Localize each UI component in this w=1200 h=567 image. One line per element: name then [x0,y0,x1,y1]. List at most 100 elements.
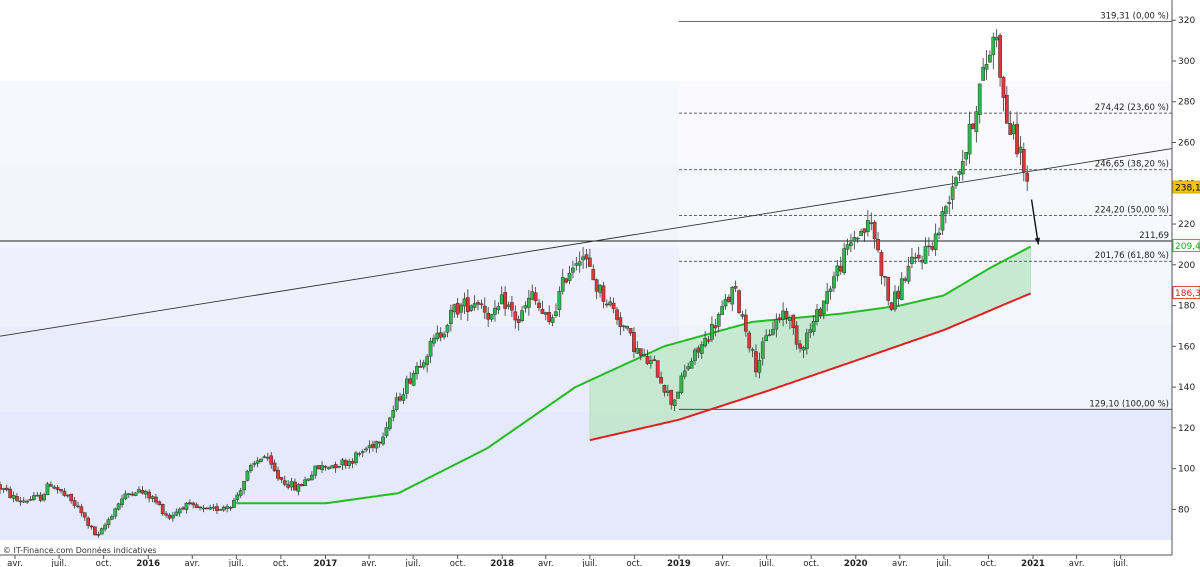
candle-body [452,304,457,313]
candle-body [96,534,101,536]
x-tick-label: 2019 [667,559,691,567]
candle-body [201,507,206,510]
candle [699,341,704,359]
candle-body [957,171,962,175]
background-band-0 [0,411,1172,540]
candle-body [720,306,724,315]
candle [828,285,833,300]
price-labels: 238,15 209,43 186,39 [1172,180,1200,299]
candle [625,325,630,331]
candle [282,475,287,487]
fib-label-1: 274,42 (23,60 %) [1095,103,1169,113]
candle-body [455,302,460,315]
candle-body [28,499,33,501]
candle [354,450,358,466]
candle [527,289,531,316]
candle [55,484,60,494]
candle-body [425,356,430,365]
fib-label-3: 224,20 (50,00 %) [1095,205,1169,215]
candle-body [418,365,423,368]
arrow-head [1034,237,1041,245]
candle-body [801,347,806,351]
candle-body [269,455,274,465]
candle-body [604,303,609,306]
candle-body [272,462,277,472]
candle-body [520,310,524,321]
candle-body [821,300,826,315]
candle-body [815,309,819,322]
candle [642,348,646,357]
candle-body [194,504,199,509]
candle [679,372,684,395]
fib-label-0: 319,31 (0,00 %) [1100,12,1169,22]
candle-body [289,481,294,488]
candle [86,516,90,529]
candle [652,355,657,361]
candle [249,463,253,474]
candle-body [1021,149,1026,173]
support-line: 211,69 [0,231,1172,242]
candle [577,251,582,273]
candle [45,481,50,496]
candle-body [177,508,182,514]
candle-body [442,333,446,338]
candle [760,337,765,366]
candle [123,490,128,501]
candle [767,329,772,337]
candle-body [493,307,497,315]
candle-body [672,399,677,406]
candle-body [696,347,701,353]
candle [703,331,707,348]
candle [866,210,870,237]
candle-body [221,507,226,511]
candle [89,525,94,530]
candle [235,492,240,503]
candle [804,328,809,355]
candle-body [184,502,189,510]
candle-body [79,506,84,514]
candle [632,327,636,359]
candle-body [598,284,602,293]
candle [323,465,328,471]
candle [303,476,307,487]
candle-body [489,314,494,320]
candle [618,312,623,336]
y-tick-label: 160 [1178,342,1195,352]
candle-body [706,339,711,342]
candle [465,289,470,322]
x-tick-label: 2021 [1021,559,1045,567]
candle [337,465,341,469]
candle [747,330,752,353]
candle-body [791,314,796,329]
candle-body [964,152,969,160]
candle [72,497,77,509]
candle [879,249,884,285]
fib-label-4: 201,76 (61,80 %) [1095,251,1169,261]
candle-body [710,323,714,340]
candle-body [940,211,945,231]
candle [252,461,257,468]
candle [693,348,697,366]
candle [177,507,182,517]
candle [889,302,894,311]
candle-body [886,276,891,301]
candle [482,297,487,320]
candle-body [435,332,440,340]
candle-body [994,36,999,41]
candle-body [394,397,399,410]
candle-body [286,484,291,488]
candle [442,331,446,340]
candle-body [625,325,630,329]
candle [428,337,433,364]
candle-body [862,228,867,233]
price-label-box [1172,180,1200,194]
candle-body [523,305,528,309]
candle-body [171,515,175,519]
candle-body [611,302,616,310]
candle-body [120,498,124,505]
candle [550,314,555,327]
candle [984,50,989,80]
candle-body [147,491,152,499]
candle [876,231,880,253]
